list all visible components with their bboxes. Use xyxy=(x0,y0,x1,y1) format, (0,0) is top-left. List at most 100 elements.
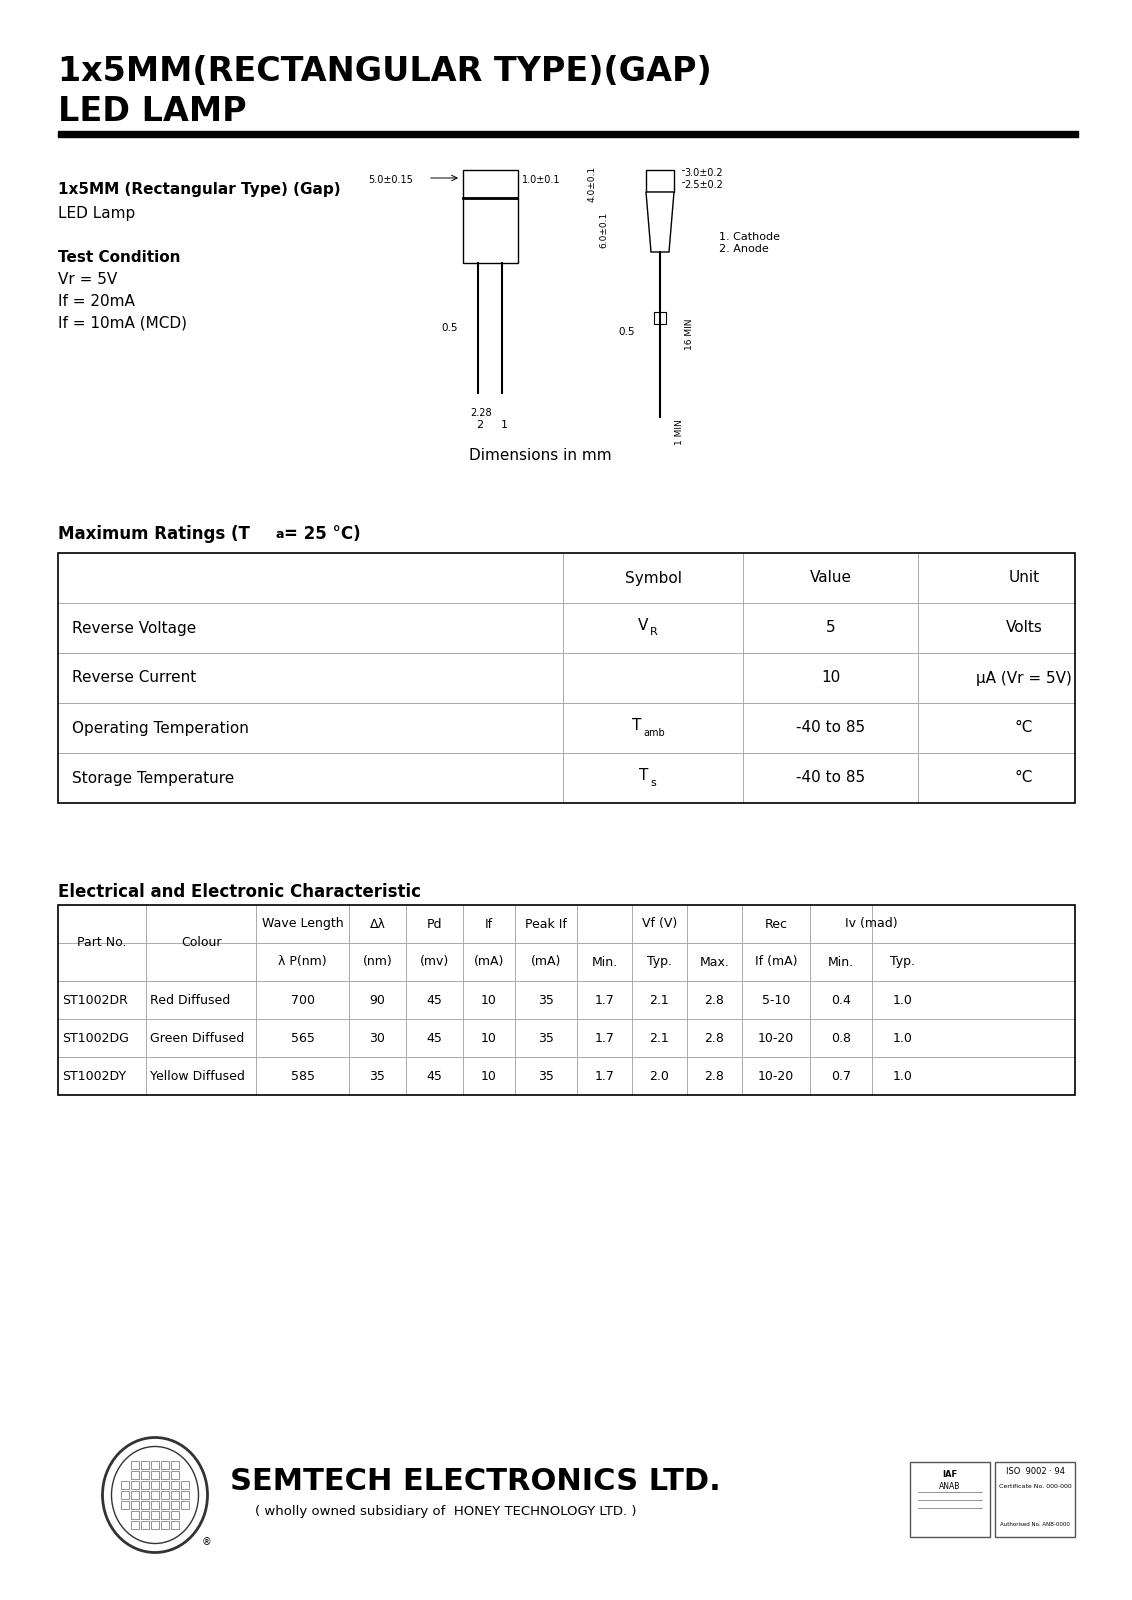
Text: 35: 35 xyxy=(369,1069,385,1083)
Text: 1x5MM (Rectangular Type) (Gap): 1x5MM (Rectangular Type) (Gap) xyxy=(58,182,341,197)
Bar xyxy=(995,1462,1075,1538)
Ellipse shape xyxy=(103,1437,207,1552)
Bar xyxy=(151,1510,158,1518)
Bar xyxy=(151,1522,158,1530)
Text: Reverse Voltage: Reverse Voltage xyxy=(72,621,196,635)
Text: Typ.: Typ. xyxy=(648,955,672,968)
Text: Red Diffused: Red Diffused xyxy=(151,994,230,1006)
Text: -40 to 85: -40 to 85 xyxy=(796,720,865,736)
Text: Rec: Rec xyxy=(764,917,788,931)
Text: μA (Vr = 5V): μA (Vr = 5V) xyxy=(976,670,1072,685)
Text: Wave Length: Wave Length xyxy=(261,917,343,931)
Text: 5-10: 5-10 xyxy=(762,994,790,1006)
Text: Peak If: Peak If xyxy=(525,917,567,931)
Bar xyxy=(121,1482,129,1490)
Bar xyxy=(171,1510,179,1518)
Bar xyxy=(151,1491,158,1499)
Text: 0.8: 0.8 xyxy=(831,1032,851,1045)
Text: Part No.: Part No. xyxy=(77,936,127,949)
Text: V: V xyxy=(637,618,648,632)
Bar xyxy=(161,1501,169,1509)
Text: 16 MIN: 16 MIN xyxy=(685,318,694,350)
Text: Storage Temperature: Storage Temperature xyxy=(72,771,234,786)
Text: 10: 10 xyxy=(481,1032,497,1045)
Text: Volts: Volts xyxy=(1005,621,1043,635)
Text: 0.4: 0.4 xyxy=(831,994,851,1006)
Text: LED Lamp: LED Lamp xyxy=(58,206,135,221)
Text: Electrical and Electronic Characteristic: Electrical and Electronic Characteristic xyxy=(58,883,421,901)
Text: Unit: Unit xyxy=(1009,571,1039,586)
Bar xyxy=(910,1462,990,1538)
Text: 2.8: 2.8 xyxy=(704,994,724,1006)
Text: 4.0±0.1: 4.0±0.1 xyxy=(588,166,597,202)
Text: (mv): (mv) xyxy=(420,955,449,968)
Text: 3.0±0.2: 3.0±0.2 xyxy=(684,168,722,178)
Text: 2. Anode: 2. Anode xyxy=(719,243,769,254)
Text: Green Diffused: Green Diffused xyxy=(151,1032,245,1045)
Text: Typ.: Typ. xyxy=(890,955,915,968)
Text: (mA): (mA) xyxy=(531,955,561,968)
Text: ISO  9002 · 94: ISO 9002 · 94 xyxy=(1005,1467,1064,1475)
Text: ®: ® xyxy=(201,1538,212,1547)
Text: Vr = 5V: Vr = 5V xyxy=(58,272,118,286)
Bar xyxy=(161,1491,169,1499)
Bar xyxy=(142,1491,149,1499)
Text: 45: 45 xyxy=(427,1032,443,1045)
Bar xyxy=(121,1491,129,1499)
Text: 0.7: 0.7 xyxy=(831,1069,851,1083)
Text: 2.1: 2.1 xyxy=(650,994,669,1006)
Bar xyxy=(171,1461,179,1469)
Text: ST1002DY: ST1002DY xyxy=(62,1069,126,1083)
Text: 10: 10 xyxy=(481,1069,497,1083)
Text: Max.: Max. xyxy=(700,955,729,968)
Bar xyxy=(58,554,1075,803)
Text: amb: amb xyxy=(643,728,664,738)
Text: 10-20: 10-20 xyxy=(758,1032,795,1045)
Bar xyxy=(131,1501,139,1509)
Text: 30: 30 xyxy=(369,1032,385,1045)
Text: 1x5MM(RECTANGULAR TYPE)(GAP): 1x5MM(RECTANGULAR TYPE)(GAP) xyxy=(58,54,712,88)
Text: 1.7: 1.7 xyxy=(594,1032,615,1045)
Bar xyxy=(142,1522,149,1530)
Ellipse shape xyxy=(111,1446,198,1544)
Bar xyxy=(142,1461,149,1469)
Text: If (mA): If (mA) xyxy=(755,955,797,968)
Text: T: T xyxy=(632,717,641,733)
Text: 5: 5 xyxy=(825,621,835,635)
Text: 0.5: 0.5 xyxy=(441,323,458,333)
Bar xyxy=(161,1522,169,1530)
Text: 2.28: 2.28 xyxy=(470,408,491,418)
Bar xyxy=(654,312,666,323)
Bar xyxy=(171,1522,179,1530)
Text: a: a xyxy=(276,528,284,541)
Text: 45: 45 xyxy=(427,994,443,1006)
Text: LED LAMP: LED LAMP xyxy=(58,94,247,128)
Text: 1.7: 1.7 xyxy=(594,994,615,1006)
Bar xyxy=(131,1470,139,1478)
Text: (mA): (mA) xyxy=(474,955,504,968)
Text: 10-20: 10-20 xyxy=(758,1069,795,1083)
Bar xyxy=(131,1510,139,1518)
Text: 5.0±0.15: 5.0±0.15 xyxy=(368,174,413,186)
Text: If = 10mA (MCD): If = 10mA (MCD) xyxy=(58,317,187,331)
Bar xyxy=(171,1491,179,1499)
Polygon shape xyxy=(646,192,674,251)
Text: 1.0±0.1: 1.0±0.1 xyxy=(522,174,560,186)
Bar xyxy=(161,1510,169,1518)
Bar xyxy=(646,170,674,192)
Bar xyxy=(131,1522,139,1530)
Text: 45: 45 xyxy=(427,1069,443,1083)
Bar xyxy=(161,1470,169,1478)
Text: Maximum Ratings (T: Maximum Ratings (T xyxy=(58,525,250,542)
Text: Symbol: Symbol xyxy=(625,571,681,586)
Text: Test Condition: Test Condition xyxy=(58,250,180,266)
Bar xyxy=(151,1501,158,1509)
Text: 6.0±0.1: 6.0±0.1 xyxy=(600,211,609,248)
Bar xyxy=(142,1510,149,1518)
Text: If = 20mA: If = 20mA xyxy=(58,294,135,309)
Bar xyxy=(161,1461,169,1469)
Bar xyxy=(151,1482,158,1490)
Text: -40 to 85: -40 to 85 xyxy=(796,771,865,786)
Bar xyxy=(151,1461,158,1469)
Text: 1 MIN: 1 MIN xyxy=(675,419,684,445)
